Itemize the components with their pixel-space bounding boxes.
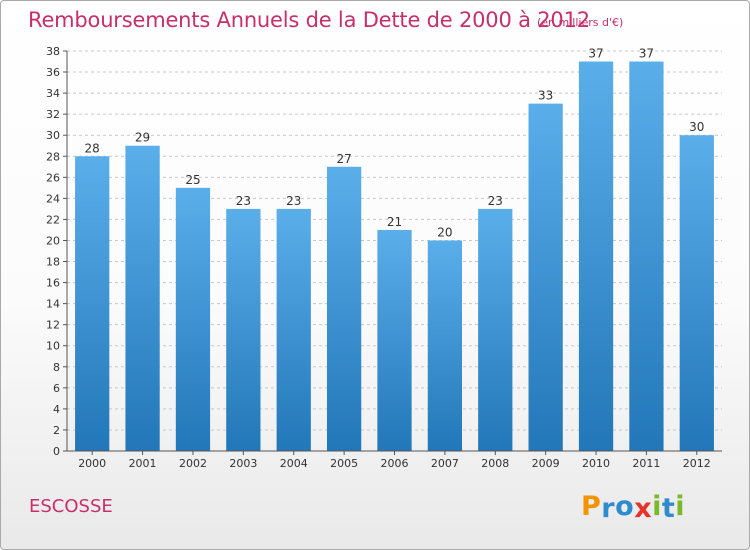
chart-title: Remboursements Annuels de la Dette de 20… xyxy=(28,8,590,32)
value-labels: 28 29 25 23 23 27 21 20 23 33 37 37 30 xyxy=(85,47,705,240)
y-tick-label: 2 xyxy=(53,424,60,437)
x-tick-label-2004: 2004 xyxy=(280,457,308,470)
x-tick-label-2001: 2001 xyxy=(129,457,157,470)
y-tick-label: 30 xyxy=(46,129,60,142)
y-tick-label: 34 xyxy=(46,87,60,100)
value-label-2000: 28 xyxy=(85,141,100,155)
logo-letter: t xyxy=(661,493,676,524)
bar-2006 xyxy=(377,229,412,451)
y-tick-label: 16 xyxy=(46,277,60,290)
y-tick-label: 12 xyxy=(46,319,60,332)
bar-2000 xyxy=(75,156,110,451)
bars xyxy=(75,61,714,452)
logo-letter: i xyxy=(652,491,662,522)
y-tick-label: 38 xyxy=(46,45,60,58)
bar-2004 xyxy=(276,208,311,451)
y-tick-label: 36 xyxy=(46,66,60,79)
value-label-2010: 37 xyxy=(588,47,603,61)
chart-unit: (en milliers d'€) xyxy=(537,16,624,29)
y-tick-label: 10 xyxy=(46,340,60,353)
x-tick-label-2011: 2011 xyxy=(632,457,660,470)
value-label-2007: 20 xyxy=(437,225,452,239)
value-label-2002: 25 xyxy=(185,173,200,187)
region-name: ESCOSSE xyxy=(29,496,113,517)
x-tick-label-2007: 2007 xyxy=(431,457,459,470)
bar-2005 xyxy=(326,166,362,451)
y-tick-label: 20 xyxy=(46,234,60,247)
bar-2010 xyxy=(578,61,614,452)
y-tick-label: 26 xyxy=(46,171,60,184)
value-label-2008: 23 xyxy=(488,194,503,208)
y-tick-label: 4 xyxy=(53,403,60,416)
value-label-2001: 29 xyxy=(135,131,150,145)
value-label-2011: 37 xyxy=(639,47,654,61)
x-tick-label-2009: 2009 xyxy=(532,457,560,470)
logo-letter: r xyxy=(601,493,616,524)
x-tick-label-2008: 2008 xyxy=(481,457,509,470)
y-tick-label: 32 xyxy=(46,108,60,121)
bar-2008 xyxy=(478,208,513,451)
y-tick-label: 14 xyxy=(46,298,60,311)
y-tick-label: 22 xyxy=(46,213,60,226)
bar-2001 xyxy=(125,145,160,451)
bar-2012 xyxy=(679,135,714,452)
value-label-2006: 21 xyxy=(387,215,402,229)
bar-2007 xyxy=(427,240,463,451)
logo-letter: P xyxy=(581,491,602,522)
x-tick-label-2005: 2005 xyxy=(330,457,358,470)
logo-letter: o xyxy=(615,491,635,522)
proxiti-logo: Proxiti xyxy=(581,491,686,524)
x-tick-label-2010: 2010 xyxy=(582,457,610,470)
value-label-2009: 33 xyxy=(538,89,553,103)
logo-letter: x xyxy=(634,493,653,524)
y-tick-label: 0 xyxy=(53,445,60,458)
x-tick-label-2003: 2003 xyxy=(229,457,257,470)
value-label-2003: 23 xyxy=(236,194,251,208)
bar-2002 xyxy=(175,187,211,451)
y-tick-label: 24 xyxy=(46,192,60,205)
bar-2003 xyxy=(226,208,261,451)
x-tick-label-2000: 2000 xyxy=(78,457,106,470)
value-label-2012: 30 xyxy=(689,120,704,134)
value-label-2004: 23 xyxy=(286,194,301,208)
bar-2011 xyxy=(629,61,664,452)
y-tick-label: 6 xyxy=(53,382,60,395)
value-label-2005: 27 xyxy=(336,152,351,166)
logo-letter: i xyxy=(675,491,686,522)
x-tick-label-2006: 2006 xyxy=(381,457,409,470)
y-tick-label: 28 xyxy=(46,150,60,163)
y-tick-label: 8 xyxy=(53,361,60,374)
bar-2009 xyxy=(528,103,563,451)
y-tick-label: 18 xyxy=(46,256,60,269)
x-tick-label-2012: 2012 xyxy=(683,457,711,470)
x-tick-label-2002: 2002 xyxy=(179,457,207,470)
